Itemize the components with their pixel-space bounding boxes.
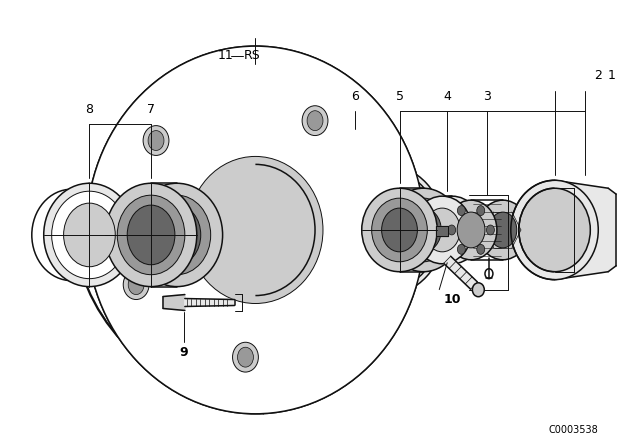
Ellipse shape — [86, 46, 424, 414]
Ellipse shape — [396, 198, 451, 262]
Ellipse shape — [435, 208, 470, 252]
Ellipse shape — [148, 130, 164, 151]
Ellipse shape — [52, 191, 127, 279]
Ellipse shape — [372, 198, 428, 262]
Polygon shape — [185, 298, 234, 306]
Text: 4: 4 — [444, 90, 451, 103]
Ellipse shape — [511, 180, 598, 280]
Ellipse shape — [143, 125, 169, 155]
Ellipse shape — [124, 270, 149, 300]
Ellipse shape — [457, 212, 485, 248]
Ellipse shape — [127, 205, 175, 265]
Ellipse shape — [44, 183, 135, 287]
Ellipse shape — [128, 275, 144, 294]
Ellipse shape — [472, 283, 484, 297]
Text: 1: 1 — [607, 69, 615, 82]
Ellipse shape — [63, 203, 115, 267]
Text: 7: 7 — [147, 103, 155, 116]
Ellipse shape — [188, 156, 323, 303]
Ellipse shape — [412, 196, 472, 264]
Ellipse shape — [424, 208, 460, 252]
Ellipse shape — [148, 130, 164, 151]
Ellipse shape — [489, 212, 516, 248]
Ellipse shape — [486, 225, 495, 235]
Ellipse shape — [406, 208, 441, 252]
Ellipse shape — [128, 275, 144, 294]
Ellipse shape — [445, 200, 497, 260]
Polygon shape — [163, 294, 185, 310]
Text: 10: 10 — [444, 293, 461, 306]
Ellipse shape — [477, 200, 529, 260]
Ellipse shape — [237, 347, 253, 367]
Ellipse shape — [86, 46, 424, 414]
Ellipse shape — [307, 111, 323, 130]
Ellipse shape — [143, 125, 169, 155]
Text: 11: 11 — [218, 48, 234, 61]
Ellipse shape — [422, 196, 482, 264]
Ellipse shape — [458, 206, 465, 215]
Ellipse shape — [302, 106, 328, 136]
Polygon shape — [72, 183, 90, 287]
Ellipse shape — [381, 208, 417, 252]
Ellipse shape — [143, 195, 211, 275]
Ellipse shape — [117, 195, 185, 275]
Ellipse shape — [362, 188, 437, 271]
Ellipse shape — [385, 188, 461, 271]
Text: 3: 3 — [483, 90, 491, 103]
Text: RS: RS — [244, 48, 260, 61]
Ellipse shape — [106, 183, 196, 287]
Ellipse shape — [131, 183, 223, 287]
Ellipse shape — [477, 206, 484, 215]
Ellipse shape — [307, 111, 323, 130]
Text: 8: 8 — [85, 103, 93, 116]
Text: 6: 6 — [351, 90, 359, 103]
Text: C0003538: C0003538 — [548, 425, 598, 435]
Ellipse shape — [163, 129, 348, 331]
Ellipse shape — [519, 188, 590, 271]
Text: 5: 5 — [396, 90, 403, 103]
Ellipse shape — [477, 244, 484, 254]
Polygon shape — [444, 256, 477, 289]
Ellipse shape — [237, 347, 253, 367]
Ellipse shape — [124, 270, 149, 300]
Ellipse shape — [153, 205, 201, 265]
Text: 2: 2 — [595, 69, 602, 82]
Ellipse shape — [232, 342, 259, 372]
Text: 9: 9 — [180, 346, 188, 359]
Ellipse shape — [325, 164, 444, 296]
Ellipse shape — [302, 106, 328, 136]
Ellipse shape — [448, 225, 456, 235]
Ellipse shape — [343, 182, 426, 278]
Ellipse shape — [232, 342, 259, 372]
Ellipse shape — [458, 244, 465, 254]
Polygon shape — [554, 180, 616, 280]
